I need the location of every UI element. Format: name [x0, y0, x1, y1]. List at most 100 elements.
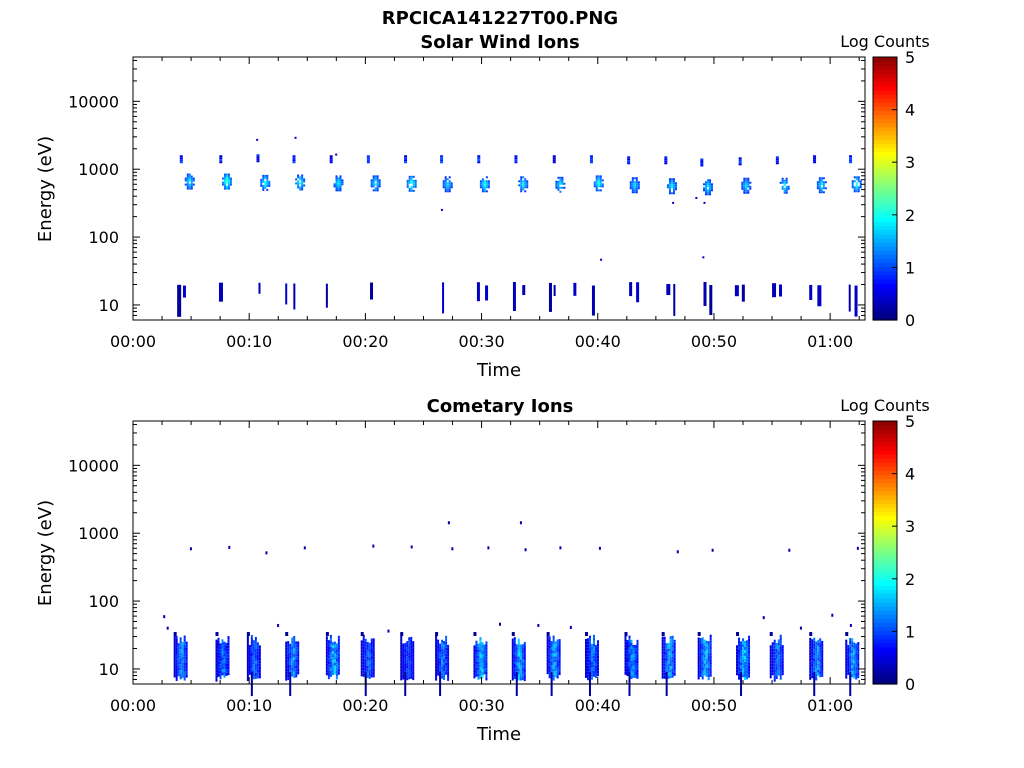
alpha-peak-cell [552, 159, 556, 162]
alpha-peak-cell [256, 154, 260, 157]
burst-cell [822, 183, 825, 186]
cometary-cell [293, 662, 296, 666]
burst-cell [857, 180, 860, 183]
cometary-cell [408, 670, 411, 674]
cometary-cell [809, 637, 812, 641]
cometary-cell [513, 655, 516, 659]
cometary-cell [215, 675, 218, 679]
cometary-cell [246, 660, 249, 664]
cometary-cell [289, 661, 292, 665]
cometary-cell [661, 639, 664, 643]
cometary-cell [364, 638, 367, 642]
colorbar-segment [873, 77, 897, 83]
burst-cell [859, 184, 862, 187]
colorbar-segment [873, 494, 897, 500]
alpha-peak-cell [589, 161, 593, 164]
burst-cell [225, 185, 228, 188]
cometary-cell [248, 644, 251, 648]
cometary-cell [179, 664, 182, 668]
cometary-cell [511, 638, 514, 642]
cometary-cell [289, 655, 292, 659]
cometary-cell [331, 648, 334, 652]
cometary-cell [483, 647, 486, 651]
cometary-cell [630, 666, 633, 670]
cometary-cell [366, 656, 369, 660]
cometary-cell [738, 646, 741, 650]
burst-cell [295, 182, 298, 185]
colorbar-segment [873, 147, 897, 153]
burst-cell [225, 181, 228, 184]
cometary-cell [738, 649, 741, 653]
cometary-cell [853, 663, 856, 667]
cometary-cell [179, 670, 182, 674]
colorbar-segment [873, 106, 897, 112]
cometary-cell [851, 647, 854, 651]
cometary-cell [219, 643, 222, 647]
alpha-peak-cell [775, 160, 779, 163]
burst-cell [781, 185, 784, 188]
cometary-cap [661, 632, 665, 637]
cometary-cell [671, 644, 674, 648]
cometary-cell [769, 657, 772, 661]
colorbar-segment [873, 237, 897, 243]
cometary-cell [256, 660, 259, 664]
burst-cell [672, 184, 675, 187]
cometary-cell [584, 647, 587, 651]
burst-cell [781, 177, 784, 180]
alpha-peak-cell [775, 158, 779, 161]
cometary-cell [586, 665, 589, 669]
cometary-cell [179, 649, 182, 653]
colorbar-segment [873, 213, 897, 218]
cometary-cell [550, 668, 553, 672]
burst-cell [559, 176, 562, 179]
alpha-peak-cell [849, 161, 853, 164]
cometary-cell [523, 648, 526, 652]
cometary-cell [370, 662, 373, 666]
burst-cell [522, 176, 525, 179]
cometary-cell [513, 649, 516, 653]
cometary-cell [699, 650, 702, 654]
alpha-peak-cell [700, 162, 704, 165]
burst-cell [857, 190, 860, 193]
cometary-cell [847, 662, 850, 666]
cometary-cell [445, 668, 448, 672]
cometary-cell [295, 659, 298, 663]
cometary-cell [707, 650, 710, 654]
alpha-peak-cell [179, 155, 183, 158]
cometary-cell [781, 648, 784, 652]
colorbar-segment [873, 241, 897, 247]
sparse-count [277, 623, 280, 627]
burst-cell [633, 181, 636, 184]
cometary-cell [771, 657, 774, 661]
cometary-cell [291, 673, 294, 677]
cometary-cell [248, 662, 251, 666]
burst-cell [335, 185, 338, 188]
cometary-cell [221, 639, 224, 643]
cometary-cell [701, 664, 704, 668]
colorbar-segment [873, 93, 897, 99]
burst-cell [816, 183, 819, 186]
cometary-cell [215, 651, 218, 655]
cometary-cell [588, 659, 591, 663]
cometary-cell [819, 665, 822, 669]
cometary-cell [781, 651, 784, 655]
colorbar-segment [873, 577, 897, 582]
cometary-cell [592, 634, 595, 638]
cometary-cell [845, 654, 848, 658]
cometary-cell [845, 639, 848, 643]
burst-cell [264, 176, 267, 179]
plot-frame-cometary [132, 420, 866, 685]
burst-cell [781, 179, 784, 182]
cometary-cell [586, 641, 589, 645]
cometary-cell [855, 676, 858, 680]
cometary-cell [372, 668, 375, 672]
burst-cell [747, 183, 750, 186]
cometary-cell [665, 652, 668, 656]
cometary-cell [258, 675, 261, 679]
cometary-cell [592, 649, 595, 653]
burst-cell [672, 188, 675, 191]
cometary-cell [777, 639, 780, 643]
burst-cell [227, 187, 230, 190]
burst-cell [262, 188, 265, 191]
cometary-cell [408, 676, 411, 680]
